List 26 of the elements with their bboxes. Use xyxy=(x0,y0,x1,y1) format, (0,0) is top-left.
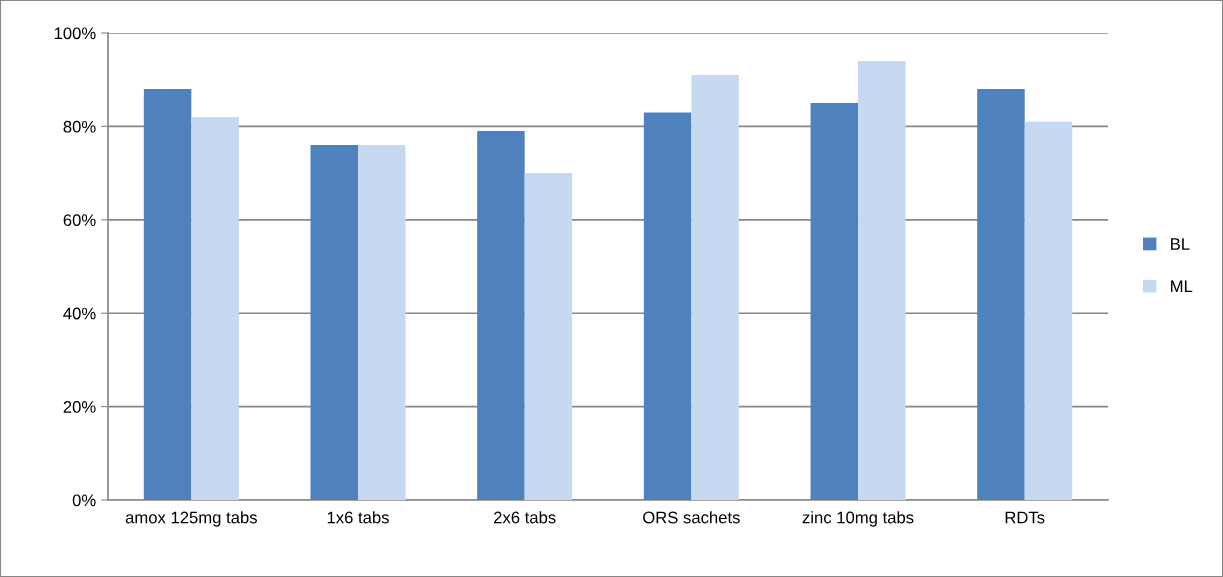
x-tick-label: 1x6 tabs xyxy=(327,511,389,524)
bar xyxy=(191,117,239,501)
x-tick-label: zinc 10mg tabs xyxy=(802,511,914,527)
x-tick-label: ORS sachets xyxy=(643,511,740,524)
bar xyxy=(358,145,406,501)
bar xyxy=(810,103,859,501)
bar xyxy=(858,61,906,501)
bar xyxy=(477,131,525,501)
y-tick-label: 0% xyxy=(72,494,96,507)
y-tick-label: 100% xyxy=(54,27,96,40)
x-tick-label: RDTs xyxy=(1005,511,1045,524)
bar xyxy=(977,89,1025,501)
legend-label: ML xyxy=(1171,280,1193,293)
bar xyxy=(143,89,192,501)
x-tick-label: 2x6 tabs xyxy=(494,511,556,524)
y-tick-label: 60% xyxy=(63,214,96,227)
legend-label: BL xyxy=(1171,238,1190,250)
y-tick-label: 80% xyxy=(63,120,96,133)
bar xyxy=(310,145,358,501)
bar xyxy=(524,173,573,501)
bar xyxy=(643,112,692,501)
bar xyxy=(1024,121,1073,501)
y-tick-label: 40% xyxy=(63,307,96,320)
x-tick-label: amox 125mg tabs xyxy=(125,511,257,527)
bar xyxy=(691,75,739,501)
y-tick-label: 20% xyxy=(63,401,96,413)
